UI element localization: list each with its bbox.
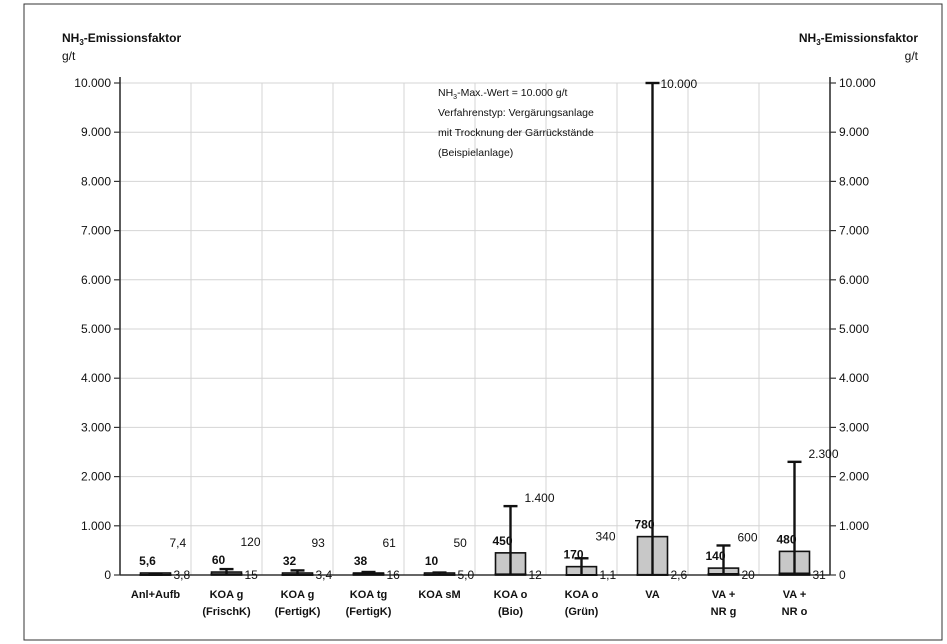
max-label: 7,4 (170, 536, 187, 550)
left-tick-label: 10.000 (74, 76, 111, 90)
min-label: 16 (387, 568, 401, 582)
bar-group-10: 480 2.300 31 (776, 447, 838, 582)
annotation-line-1: NH3-Max.-Wert = 10.000 g/t (438, 87, 568, 101)
category-label-line1: KOA g (210, 589, 244, 601)
left-tick-label: 3.000 (81, 420, 111, 434)
annotation-line-3: mit Trocknung der Gärrückstände (438, 127, 594, 139)
category-label-line2: (FrischK) (202, 606, 251, 618)
category-label-line1: VA + (783, 589, 807, 601)
left-axis-title: NH3-Emissionsfaktor (62, 31, 181, 47)
grid (120, 82, 830, 575)
value-label: 780 (634, 518, 654, 532)
max-label: 120 (241, 535, 261, 549)
annotation-line-4: (Beispielanlage) (438, 147, 513, 159)
right-axis-unit: g/t (905, 49, 919, 63)
bars: 5,6 7,4 3,8 60 120 15 32 93 3,4 38 61 16 10 50 5,0 450 1… (139, 77, 839, 582)
value-label: 32 (283, 554, 297, 568)
left-tick-label: 1.000 (81, 519, 111, 533)
left-tick-label: 0 (104, 568, 111, 582)
right-tick-label: 1.000 (839, 519, 869, 533)
value-label: 170 (563, 548, 583, 562)
max-label: 50 (454, 536, 468, 550)
value-label: 450 (492, 534, 512, 548)
left-tick-label: 4.000 (81, 371, 111, 385)
right-tick-label: 8.000 (839, 174, 869, 188)
category-label-line1: Anl+Aufb (131, 589, 180, 601)
min-label: 20 (742, 568, 756, 582)
min-label: 15 (245, 568, 259, 582)
min-label: 2,6 (671, 568, 688, 582)
right-tick-label: 5.000 (839, 322, 869, 336)
value-label: 480 (776, 532, 796, 546)
category-label-line2: (Grün) (565, 606, 599, 618)
bar-group-3: 32 93 3,4 (281, 536, 333, 582)
category-label-line2: (FertigK) (346, 606, 392, 618)
value-label: 38 (354, 554, 368, 568)
bar-group-4: 38 61 16 (352, 536, 401, 582)
bar-group-6: 450 1.400 12 (492, 491, 554, 582)
right-tick-label: 4.000 (839, 371, 869, 385)
left-tick-label: 9.000 (81, 125, 111, 139)
bar-group-8: 780 10.000 2,6 (634, 77, 697, 582)
right-tick-label: 0 (839, 568, 846, 582)
left-tick-label: 2.000 (81, 470, 111, 484)
bar-group-5: 10 50 5,0 (423, 536, 475, 582)
category-label-line1: KOA sM (418, 589, 460, 601)
category-label-line1: KOA o (494, 589, 528, 601)
left-tick-label: 5.000 (81, 322, 111, 336)
bar-group-1: 5,6 7,4 3,8 (139, 536, 190, 582)
value-label: 140 (705, 549, 725, 563)
max-label: 2.300 (809, 447, 839, 461)
right-tick-label: 3.000 (839, 420, 869, 434)
max-label: 93 (312, 536, 326, 550)
category-label-line2: (Bio) (498, 606, 523, 618)
min-label: 3,4 (316, 568, 333, 582)
left-tick-labels: 0 1.000 2.000 3.000 4.000 5.000 6.000 7.000 8.00… (74, 76, 111, 582)
max-label: 1.400 (525, 491, 555, 505)
max-label: 600 (738, 530, 758, 544)
annotation-line-2: Verfahrenstyp: Vergärungsanlage (438, 107, 594, 119)
min-label: 3,8 (174, 568, 191, 582)
bar-group-9: 140 600 20 (705, 530, 757, 582)
category-label-line1: KOA tg (350, 589, 387, 601)
max-label: 340 (596, 530, 616, 544)
category-label-line1: KOA g (281, 589, 315, 601)
right-tick-label: 2.000 (839, 470, 869, 484)
value-label: 60 (212, 553, 226, 567)
right-tick-label: 6.000 (839, 273, 869, 287)
max-label: 10.000 (661, 77, 698, 91)
category-label-line1: VA + (712, 589, 736, 601)
category-label-line2: (FertigK) (275, 606, 321, 618)
right-tick-label: 10.000 (839, 76, 876, 90)
category-label-line1: VA (645, 589, 660, 601)
bar-group-2: 60 120 15 (210, 535, 261, 582)
left-tick-label: 6.000 (81, 273, 111, 287)
bar-group-7: 170 340 1,1 (563, 530, 616, 582)
value-label: 5,6 (139, 554, 156, 568)
right-tick-label: 9.000 (839, 125, 869, 139)
right-tick-labels: 0 1.000 2.000 3.000 4.000 5.000 6.000 7.000 8.00… (839, 76, 876, 582)
min-label: 1,1 (600, 568, 617, 582)
category-label-line2: NR g (711, 606, 737, 618)
min-label: 5,0 (458, 568, 475, 582)
min-label: 12 (529, 568, 543, 582)
outer-frame (23, 3, 943, 641)
left-tick-label: 8.000 (81, 174, 111, 188)
right-tick-label: 7.000 (839, 224, 869, 238)
annotation: NH3-Max.-Wert = 10.000 g/t Verfahrenstyp… (438, 87, 594, 159)
category-labels: Anl+Aufb KOA g (FrischK) KOA g (FertigK) KOA … (131, 589, 808, 618)
max-label: 61 (383, 536, 397, 550)
left-axis-unit: g/t (62, 49, 76, 63)
left-tick-label: 7.000 (81, 224, 111, 238)
value-label: 10 (425, 554, 439, 568)
right-axis-title: NH3-Emissionsfaktor (799, 31, 918, 47)
category-label-line2: NR o (782, 606, 808, 618)
min-label: 31 (813, 568, 827, 582)
category-label-line1: KOA o (565, 589, 599, 601)
